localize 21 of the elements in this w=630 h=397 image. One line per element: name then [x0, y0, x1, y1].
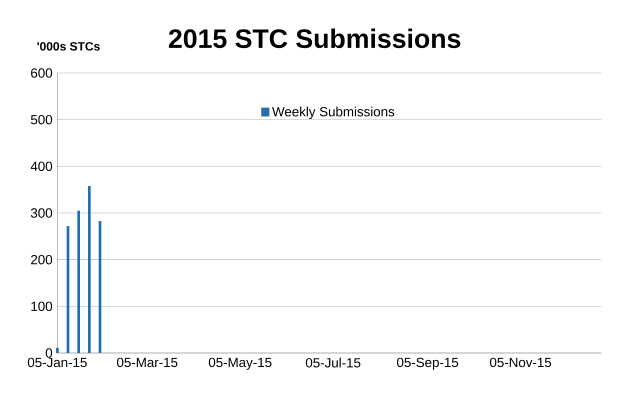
x-tick-label: 05-Mar-15 — [117, 358, 178, 368]
x-tick-label: 05-Jul-15 — [306, 358, 360, 368]
bar — [98, 220, 102, 353]
y-tick-label: 100 — [31, 302, 52, 312]
y-tick-label: 300 — [30, 208, 52, 218]
y-tick-label: 500 — [30, 114, 52, 124]
y-tick-label: 200 — [31, 254, 52, 264]
x-tick-label: 05-Sep-15 — [397, 358, 458, 370]
bar — [66, 226, 70, 353]
bar — [77, 210, 80, 353]
bar — [56, 348, 59, 353]
y-axis-title: '000s STCs — [37, 42, 100, 51]
y-tick-label: 0 — [46, 348, 52, 358]
legend-label: Weekly Submissions — [272, 106, 394, 120]
chart-title: 2015 STC Submissions — [168, 28, 460, 48]
y-tick-label: 600 — [31, 68, 52, 78]
x-tick-label: 05-May-15 — [208, 358, 272, 370]
y-tick-label: 400 — [30, 162, 52, 172]
x-tick-label: 05-Jan-15 — [28, 358, 87, 368]
x-tick-label: 05-Nov-15 — [490, 358, 552, 368]
bar — [88, 186, 91, 353]
